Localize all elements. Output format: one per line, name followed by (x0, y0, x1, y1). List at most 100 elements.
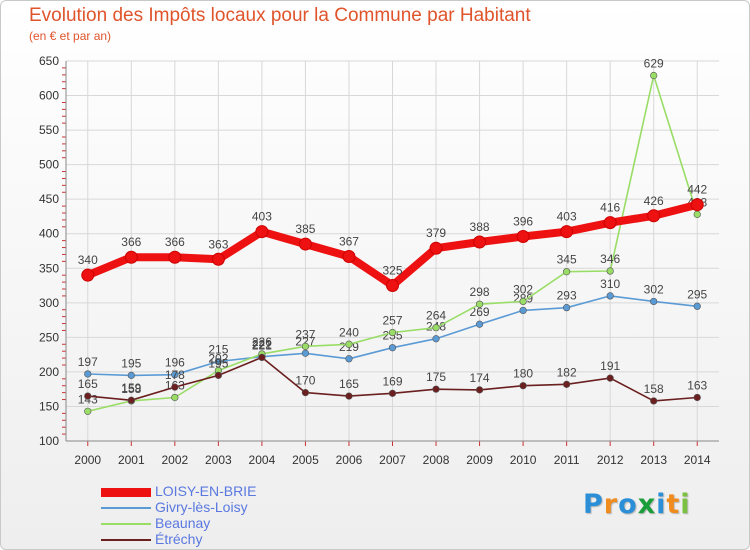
x-tick-label: 2005 (292, 453, 319, 467)
y-tick-label: 550 (39, 123, 59, 137)
data-point (214, 371, 222, 379)
y-tick-label: 650 (39, 54, 59, 68)
data-label: 366 (121, 235, 141, 249)
data-label: 227 (295, 334, 315, 348)
x-tick-label: 2007 (379, 453, 406, 467)
data-point (475, 320, 484, 328)
x-tick-label: 2003 (205, 453, 232, 467)
data-point (650, 71, 658, 80)
data-point (84, 370, 92, 378)
data-point (386, 279, 399, 293)
y-tick-label: 300 (39, 296, 59, 310)
x-tick-label: 2010 (510, 453, 537, 467)
data-point (690, 198, 704, 212)
series-2: 1971951962152222272192352482692892933103… (78, 277, 708, 379)
y-tick-label: 350 (39, 261, 59, 275)
data-point (301, 389, 310, 397)
data-point (127, 371, 135, 379)
data-point (560, 225, 574, 239)
data-point (342, 250, 356, 264)
data-label: 175 (426, 370, 446, 384)
x-tick-label: 2009 (466, 453, 493, 467)
data-point (606, 292, 614, 300)
data-label: 403 (252, 210, 272, 224)
x-tick-label: 2008 (423, 453, 450, 467)
data-point (258, 353, 266, 362)
data-label: 346 (600, 252, 620, 266)
data-point (432, 335, 440, 343)
data-point (650, 397, 658, 405)
legend-label: Beaunay (155, 515, 211, 531)
data-point (563, 268, 571, 276)
brand-letter: o (618, 489, 638, 520)
data-point (214, 357, 222, 366)
legend-item: LOISY-EN-BRIE (101, 483, 361, 500)
y-tick-label: 250 (39, 330, 59, 344)
data-point (345, 340, 353, 348)
data-point (516, 229, 530, 243)
brand-letter: t (666, 489, 681, 520)
data-label: 325 (382, 264, 402, 278)
data-label: 221 (252, 338, 272, 352)
y-tick-label: 450 (39, 192, 59, 206)
data-label: 442 (687, 183, 707, 197)
data-point (388, 328, 397, 337)
data-label: 159 (121, 381, 141, 395)
data-label: 202 (208, 352, 228, 366)
data-point (211, 252, 225, 266)
series-1: 340 366 366 363 403 385 367 325 379 388 396 403 416 4… (78, 183, 708, 293)
data-point (519, 297, 527, 306)
data-point (432, 324, 440, 332)
data-point (301, 349, 310, 357)
data-label: 340 (78, 253, 98, 267)
data-point (84, 407, 92, 415)
data-label: 196 (165, 356, 185, 370)
y-tick-label: 100 (39, 434, 59, 448)
legend-item: Givry-lès-Loisy (101, 499, 361, 516)
data-label: 426 (644, 194, 664, 208)
series-4: 165 159 178 195 221 170 165 169 175 174 180 182 191 1… (78, 338, 708, 405)
legend-swatch (101, 523, 151, 525)
data-label: 298 (470, 285, 490, 299)
data-label: 363 (208, 237, 228, 251)
data-label: 158 (644, 382, 664, 396)
data-point (475, 386, 484, 394)
legend-swatch (101, 488, 151, 497)
brand-logo: Proxiti (583, 489, 691, 520)
data-label: 345 (557, 253, 577, 267)
data-label: 379 (426, 226, 446, 240)
data-point (650, 297, 658, 306)
x-tick-label: 2006 (336, 453, 363, 467)
x-tick-label: 2000 (74, 453, 101, 467)
data-point (563, 380, 571, 388)
legend-item: Étréchy (101, 531, 361, 548)
data-label: 191 (600, 359, 620, 373)
data-point (171, 371, 179, 379)
data-label: 385 (295, 222, 315, 236)
data-label: 182 (557, 365, 577, 379)
data-label: 388 (470, 220, 490, 234)
legend-swatch (101, 539, 151, 541)
y-tick-label: 400 (39, 227, 59, 241)
brand-letter: r (603, 489, 619, 520)
data-point (388, 389, 397, 397)
y-tick-label: 500 (39, 158, 59, 172)
data-label: 215 (208, 343, 228, 357)
x-tick-label: 2002 (161, 453, 188, 467)
data-label: 295 (687, 287, 707, 301)
data-label: 416 (600, 201, 620, 215)
legend-label: Étréchy (155, 531, 203, 547)
data-point (475, 300, 484, 308)
data-label: 195 (121, 356, 141, 370)
brand-letter: x (637, 489, 657, 520)
data-point (171, 383, 179, 391)
data-label: 367 (339, 235, 359, 249)
legend-label: LOISY-EN-BRIE (155, 483, 257, 499)
data-label: 403 (557, 210, 577, 224)
brand-letter: P (583, 489, 604, 520)
legend-item: Beaunay (101, 515, 361, 532)
data-point (693, 393, 701, 402)
brand-letter: i (656, 489, 667, 520)
